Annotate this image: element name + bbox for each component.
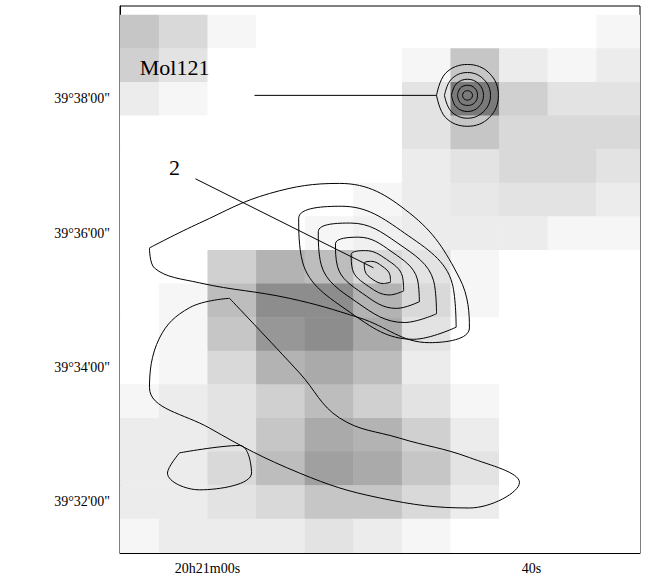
svg-text:39°32'00": 39°32'00" bbox=[54, 494, 110, 509]
svg-text:39°34'00": 39°34'00" bbox=[54, 360, 110, 375]
svg-text:20h21m00s: 20h21m00s bbox=[175, 561, 240, 576]
svg-text:Mol121: Mol121 bbox=[140, 55, 210, 80]
svg-text:40s: 40s bbox=[522, 561, 541, 576]
svg-text:39°38'00": 39°38'00" bbox=[54, 91, 110, 106]
svg-text:2: 2 bbox=[169, 155, 180, 180]
svg-text:39°36'00": 39°36'00" bbox=[54, 226, 110, 241]
